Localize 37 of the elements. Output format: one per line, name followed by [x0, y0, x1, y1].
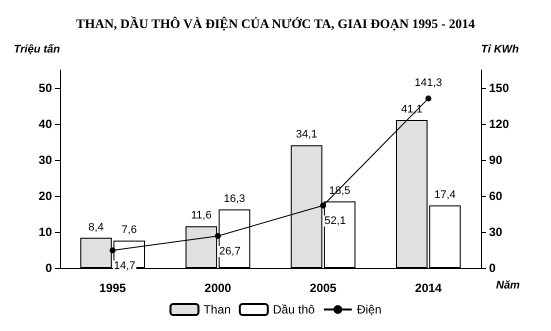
x-axis-title: Năm: [496, 280, 520, 292]
data-label: 52,1: [324, 214, 346, 227]
y2-tick-label: 30: [489, 225, 503, 239]
x-tick-label: 2014: [415, 281, 442, 295]
y2-tick-label: 120: [489, 117, 510, 131]
legend-label: Điện: [356, 302, 382, 316]
y-tick-label: 30: [38, 153, 52, 167]
legend-label: Than: [203, 302, 231, 316]
x-tick-label: 2000: [204, 281, 232, 295]
point: [425, 95, 432, 102]
y-tick-label: 50: [38, 81, 52, 95]
data-label: 141,3: [414, 76, 442, 89]
legend-label: Dầu thô: [272, 302, 316, 316]
point: [110, 247, 116, 254]
data-label: 7,6: [122, 224, 137, 236]
y-axis-title: Triệu tấn: [14, 44, 60, 56]
y-tick-label: 10: [38, 225, 52, 239]
y2-tick-label: 150: [489, 81, 510, 95]
x-tick-label: 1995: [99, 281, 126, 295]
point: [214, 232, 221, 239]
y-tick-label: 40: [38, 117, 52, 131]
y2-axis-title: Tỉ KWh: [481, 44, 520, 56]
x-tick-label: 2005: [310, 281, 337, 295]
data-label: 17,4: [434, 188, 456, 201]
data-label: 16,3: [224, 192, 246, 205]
data-label: 11,6: [191, 210, 212, 222]
y2-tick-label: 0: [489, 261, 496, 275]
y2-tick-label: 60: [489, 189, 503, 203]
y2-tick-label: 90: [489, 153, 503, 167]
data-label: 8,4: [88, 221, 104, 234]
data-label: 14,7: [114, 260, 136, 272]
point: [320, 202, 326, 208]
data-label: 26,7: [219, 245, 241, 258]
chart-title: THAN, DẦU THÔ VÀ ĐIỆN CỦA NƯỚC TA, GIAI ĐOẠN 1995 - 2014: [76, 16, 476, 31]
data-label: 34,1: [296, 128, 318, 141]
y-tick-label: 20: [38, 189, 52, 203]
y-tick-label: 0: [45, 261, 52, 275]
